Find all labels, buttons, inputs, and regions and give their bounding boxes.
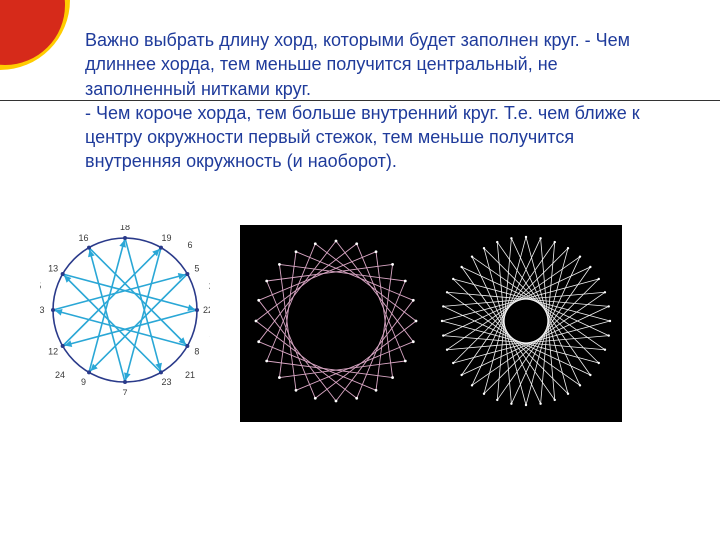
svg-text:11: 11 (209, 329, 210, 339)
svg-text:22: 22 (203, 305, 210, 315)
diagram-white-chord-circle (436, 231, 616, 416)
svg-text:7: 7 (122, 388, 127, 395)
svg-text:20: 20 (209, 281, 210, 291)
diagram-pink-chord-circle (246, 231, 426, 416)
svg-text:24: 24 (55, 370, 65, 380)
svg-text:17: 17 (144, 225, 154, 226)
body-text: Важно выбрать длину хорд, которыми будет… (85, 28, 670, 174)
svg-text:21: 21 (185, 370, 195, 380)
svg-text:6: 6 (188, 240, 193, 250)
diagram-labeled-chord-circle: 18195228237912313161762011214224115 (40, 225, 210, 400)
svg-text:13: 13 (48, 264, 58, 274)
svg-text:4: 4 (146, 394, 151, 395)
svg-text:15: 15 (40, 281, 41, 291)
svg-text:12: 12 (48, 347, 58, 357)
svg-text:2: 2 (99, 394, 104, 395)
svg-text:8: 8 (194, 347, 199, 357)
svg-text:18: 18 (120, 225, 130, 232)
svg-text:9: 9 (81, 377, 86, 387)
svg-text:3: 3 (40, 305, 45, 315)
diagram-black-panel (240, 225, 622, 422)
svg-text:23: 23 (161, 377, 171, 387)
svg-text:5: 5 (194, 264, 199, 274)
svg-text:19: 19 (161, 233, 171, 243)
body-text-line: Важно выбрать длину хорд, которыми будет… (85, 30, 630, 99)
svg-text:16: 16 (78, 233, 88, 243)
body-text-line: - Чем короче хорда, тем больше внутренни… (85, 103, 640, 172)
diagrams-row: 18195228237912313161762011214224115 (40, 225, 622, 422)
corner-accent-red (0, 0, 65, 65)
